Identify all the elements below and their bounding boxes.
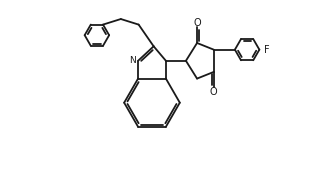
Text: F: F: [264, 45, 270, 55]
Text: N: N: [129, 56, 136, 65]
Text: O: O: [210, 87, 217, 97]
Text: O: O: [193, 18, 201, 28]
